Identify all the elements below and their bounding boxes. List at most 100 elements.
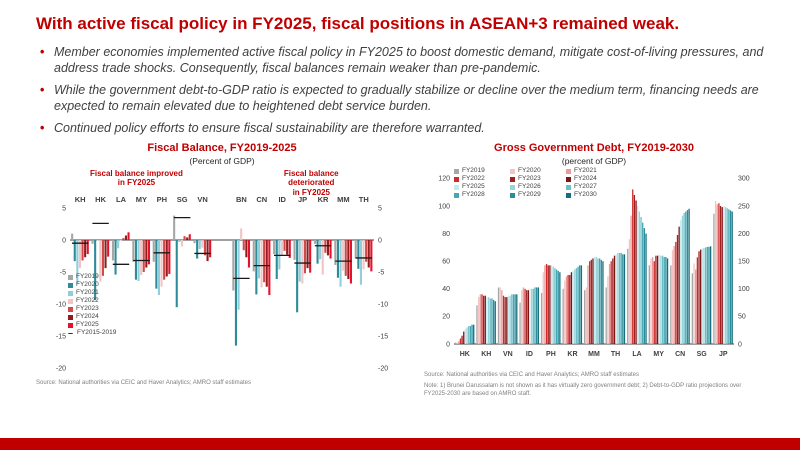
bar — [622, 254, 624, 344]
bar — [101, 239, 104, 276]
bar — [724, 206, 727, 344]
legend-label: FY2019 — [76, 273, 99, 281]
bar — [486, 296, 488, 344]
bar — [585, 287, 587, 344]
bar — [494, 300, 496, 344]
bar — [623, 254, 626, 344]
bar — [610, 260, 612, 344]
bar — [549, 265, 551, 344]
bar — [544, 265, 546, 344]
category-label: KR — [567, 351, 577, 358]
bar — [531, 288, 533, 344]
y-tick-label: -15 — [378, 333, 388, 340]
bar — [296, 239, 299, 313]
bar — [542, 272, 544, 344]
bar — [572, 270, 574, 344]
bar — [309, 239, 312, 273]
bar — [157, 239, 160, 295]
bar — [265, 239, 268, 287]
bar — [206, 239, 209, 261]
legend-item: FY2020 — [68, 282, 116, 289]
bar — [367, 239, 370, 268]
bar — [534, 287, 536, 344]
bar — [329, 239, 332, 259]
legend-item: FY2027 — [566, 184, 618, 191]
bar — [688, 208, 690, 344]
legend-dash-marker: – — [68, 328, 74, 339]
bar — [147, 239, 150, 265]
bar — [234, 239, 237, 346]
legend-swatch — [510, 169, 515, 175]
bar — [142, 239, 145, 272]
govt-debt-plot: 0 20 40 60 80 100 120 0 50 100 150 200 250 300 HK KH VN I… — [438, 175, 750, 358]
y-tick-label-right: 0 — [738, 341, 742, 348]
legend-item: FY2026 — [510, 184, 562, 191]
category-label: VN — [503, 351, 513, 358]
legend-item: FY2030 — [566, 192, 618, 199]
legend-item: FY2028 — [454, 192, 506, 199]
bar — [673, 245, 675, 344]
bar — [111, 239, 114, 261]
y-tick-label-right: 250 — [738, 203, 750, 210]
bar — [550, 265, 553, 344]
bar — [716, 204, 718, 344]
legend-swatch — [68, 307, 73, 313]
bar — [140, 239, 143, 275]
bar — [640, 216, 642, 344]
category-label: LA — [116, 195, 127, 204]
bar — [721, 206, 723, 344]
bar — [703, 247, 705, 344]
legend-item: FY2025 — [68, 322, 116, 329]
bar — [255, 239, 258, 295]
y-tick-label: -5 — [60, 269, 66, 276]
legend-item: FY2024 — [68, 314, 116, 321]
category-label: LA — [632, 351, 641, 358]
bar — [658, 254, 660, 344]
bar — [354, 239, 357, 259]
bar — [469, 325, 472, 344]
bar — [180, 239, 183, 247]
bar — [565, 276, 568, 344]
bar — [163, 239, 166, 280]
bar — [579, 265, 581, 344]
bar — [104, 239, 107, 268]
legend-label: FY2029 — [518, 191, 541, 199]
bar — [719, 205, 722, 344]
legend-swatch — [68, 275, 73, 281]
bar — [461, 335, 463, 344]
bar — [186, 237, 189, 240]
bar — [708, 246, 710, 344]
bar — [569, 274, 571, 344]
bar — [632, 189, 634, 344]
legend-label: FY2022 — [76, 297, 99, 305]
bar — [301, 239, 304, 284]
y-tick-label: 5 — [378, 205, 382, 212]
y-tick-label-left: 40 — [442, 286, 450, 293]
category-label: BN — [236, 195, 247, 204]
bar — [653, 260, 655, 344]
bar — [344, 239, 347, 276]
bar — [666, 258, 669, 344]
legend-label: FY2023 — [518, 175, 541, 183]
bar — [522, 287, 525, 344]
bar — [709, 246, 712, 344]
bar — [589, 260, 591, 344]
bar — [650, 258, 652, 344]
category-label: MY — [136, 195, 147, 204]
bar — [660, 255, 662, 344]
legend-label: FY2021 — [76, 289, 99, 297]
bar — [188, 234, 191, 240]
legend-item: FY2023 — [68, 306, 116, 313]
bar — [152, 239, 155, 262]
bar — [124, 235, 127, 240]
bar — [637, 205, 639, 344]
bar — [263, 239, 266, 283]
legend-label: FY2024 — [574, 175, 597, 183]
bullet-item: Continued policy efforts to ensure fisca… — [38, 120, 764, 136]
legend-label: FY2019 — [462, 167, 485, 175]
bar — [507, 295, 510, 344]
bar — [275, 239, 278, 279]
bar — [686, 209, 689, 344]
bar — [701, 248, 703, 344]
bar — [728, 209, 730, 344]
